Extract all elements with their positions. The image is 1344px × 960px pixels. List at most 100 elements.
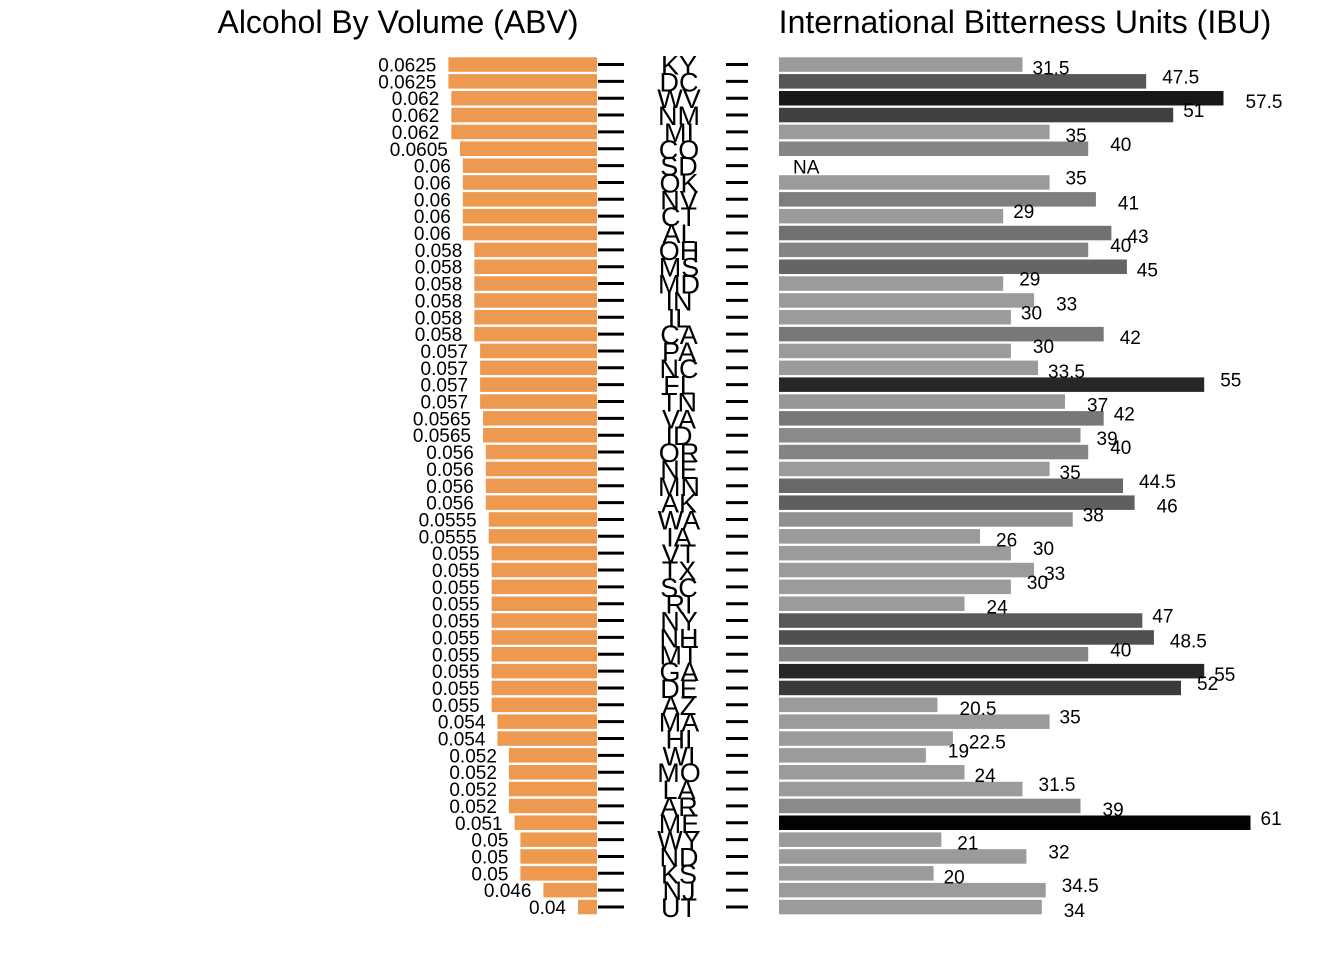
ibu-value-label: 30 — [1033, 337, 1054, 358]
ibu-bars-group — [779, 57, 1251, 915]
abv-bars-group — [448, 57, 597, 915]
abv-bar-id — [483, 428, 597, 443]
state-label-sd: SD — [660, 152, 698, 182]
ibu-value-label: 30 — [1033, 539, 1054, 560]
abv-value-label: 0.0565 — [413, 426, 471, 447]
abv-bar-mn — [485, 478, 597, 493]
state-label-me: ME — [659, 809, 700, 839]
ibu-value-label: 43 — [1127, 227, 1148, 248]
abv-value-label: 0.062 — [392, 123, 440, 144]
abv-value-label: 0.058 — [415, 325, 463, 346]
abv-bar-fl — [480, 377, 597, 392]
abv-value-label: 0.056 — [426, 460, 474, 481]
ibu-bar-ri — [779, 596, 965, 611]
abv-value-label: 0.0555 — [419, 527, 477, 548]
abv-bar-va — [483, 411, 597, 426]
state-label-tn: TN — [661, 388, 697, 418]
ibu-bar-nm — [779, 107, 1174, 123]
abv-bar-wy — [520, 832, 597, 847]
ibu-value-label: 35 — [1066, 126, 1087, 147]
abv-value-label: 0.055 — [432, 662, 480, 683]
state-label-ri: RI — [666, 590, 693, 620]
abv-value-label: 0.055 — [432, 628, 480, 649]
abv-value-label: 0.052 — [449, 763, 497, 784]
abv-bar-de — [491, 680, 597, 696]
ibu-value-label: 38 — [1083, 506, 1104, 527]
ibu-value-label: 41 — [1118, 193, 1139, 214]
abv-bar-vt — [491, 545, 597, 561]
abv-bar-il — [474, 310, 597, 325]
abv-value-label: 0.0605 — [390, 140, 448, 161]
state-label-nj: NJ — [663, 876, 696, 906]
ibu-bar-wi — [779, 748, 926, 763]
ibu-value-label: 34 — [1064, 901, 1086, 922]
ibu-bar-ia — [779, 529, 980, 544]
ibu-value-label: 31.5 — [1039, 775, 1076, 796]
state-label-va: VA — [662, 404, 696, 434]
ibu-bar-ct — [779, 208, 1004, 224]
abv-bar-nc — [480, 360, 597, 376]
state-label-vt: VT — [662, 539, 697, 569]
abv-value-label: 0.055 — [432, 645, 480, 666]
ibu-bar-sc — [779, 579, 1011, 595]
abv-value-label: 0.058 — [415, 241, 463, 262]
state-labels-group: KYDCWVNMMICOSDOKNVCTALOHMSMDINILCAPANCFL… — [598, 51, 748, 923]
state-label-in: IN — [666, 286, 693, 316]
abv-bar-az — [491, 697, 597, 713]
abv-bar-ri — [491, 596, 597, 611]
ibu-value-label: 19 — [948, 741, 969, 762]
abv-value-label: 0.06 — [414, 174, 451, 195]
ibu-value-label: 47.5 — [1162, 67, 1199, 88]
abv-value-label: 0.057 — [421, 342, 469, 363]
ibu-value-label: 47 — [1152, 607, 1173, 628]
state-label-pa: PA — [662, 337, 696, 367]
ibu-value-label: 32 — [1048, 843, 1069, 864]
abv-value-labels-group: 0.06250.06250.0620.0620.0620.06050.060.0… — [378, 56, 566, 920]
ibu-bar-pa — [779, 343, 1011, 359]
abv-value-label: 0.058 — [415, 275, 463, 296]
ibu-value-label: 33.5 — [1048, 362, 1085, 383]
state-label-ks: KS — [661, 859, 697, 889]
ibu-value-label: 39 — [1097, 429, 1118, 450]
ibu-value-label: 44.5 — [1139, 472, 1176, 493]
abv-bar-md — [474, 276, 597, 291]
ibu-value-label: 55 — [1214, 665, 1235, 686]
abv-value-label: 0.055 — [432, 679, 480, 700]
ibu-bar-ga — [779, 663, 1205, 679]
ibu-value-label: 30 — [1027, 573, 1048, 594]
abv-bar-or — [485, 444, 597, 460]
ibu-panel-title: International Bitterness Units (IBU) — [779, 4, 1272, 40]
abv-bar-ok — [462, 175, 597, 190]
ibu-value-label: 22.5 — [969, 733, 1006, 754]
abv-bar-wi — [508, 748, 597, 763]
ibu-value-label: 30 — [1021, 303, 1042, 324]
abv-value-label: 0.06 — [414, 207, 451, 228]
abv-value-label: 0.052 — [449, 797, 497, 818]
abv-bar-tn — [480, 394, 597, 409]
ibu-value-label: 33 — [1044, 564, 1065, 585]
abv-value-label: 0.0565 — [413, 409, 471, 430]
ibu-value-label: 48.5 — [1170, 631, 1207, 652]
abv-value-label: 0.06 — [414, 190, 451, 211]
ibu-bar-il — [779, 310, 1011, 325]
ibu-bar-md — [779, 276, 1004, 291]
abv-value-label: 0.062 — [392, 106, 440, 127]
ibu-bar-ak — [779, 495, 1135, 510]
ibu-value-label: 61 — [1261, 809, 1282, 830]
abv-bar-ct — [462, 208, 597, 224]
state-label-co: CO — [659, 135, 700, 165]
ibu-value-label: 29 — [1013, 202, 1034, 223]
abv-value-label: 0.04 — [529, 898, 566, 919]
abv-bar-ca — [474, 326, 597, 342]
ibu-bar-nc — [779, 360, 1038, 376]
state-label-sc: SC — [660, 573, 698, 603]
ibu-value-label: 42 — [1120, 328, 1141, 349]
abv-bar-ny — [491, 613, 597, 628]
ibu-bar-va — [779, 411, 1104, 426]
state-label-mo: MO — [657, 758, 701, 788]
abv-bar-nj — [543, 882, 597, 898]
ibu-value-label: 31.5 — [1033, 59, 1070, 80]
abv-value-label: 0.056 — [426, 494, 474, 515]
state-label-ct: CT — [661, 202, 697, 232]
